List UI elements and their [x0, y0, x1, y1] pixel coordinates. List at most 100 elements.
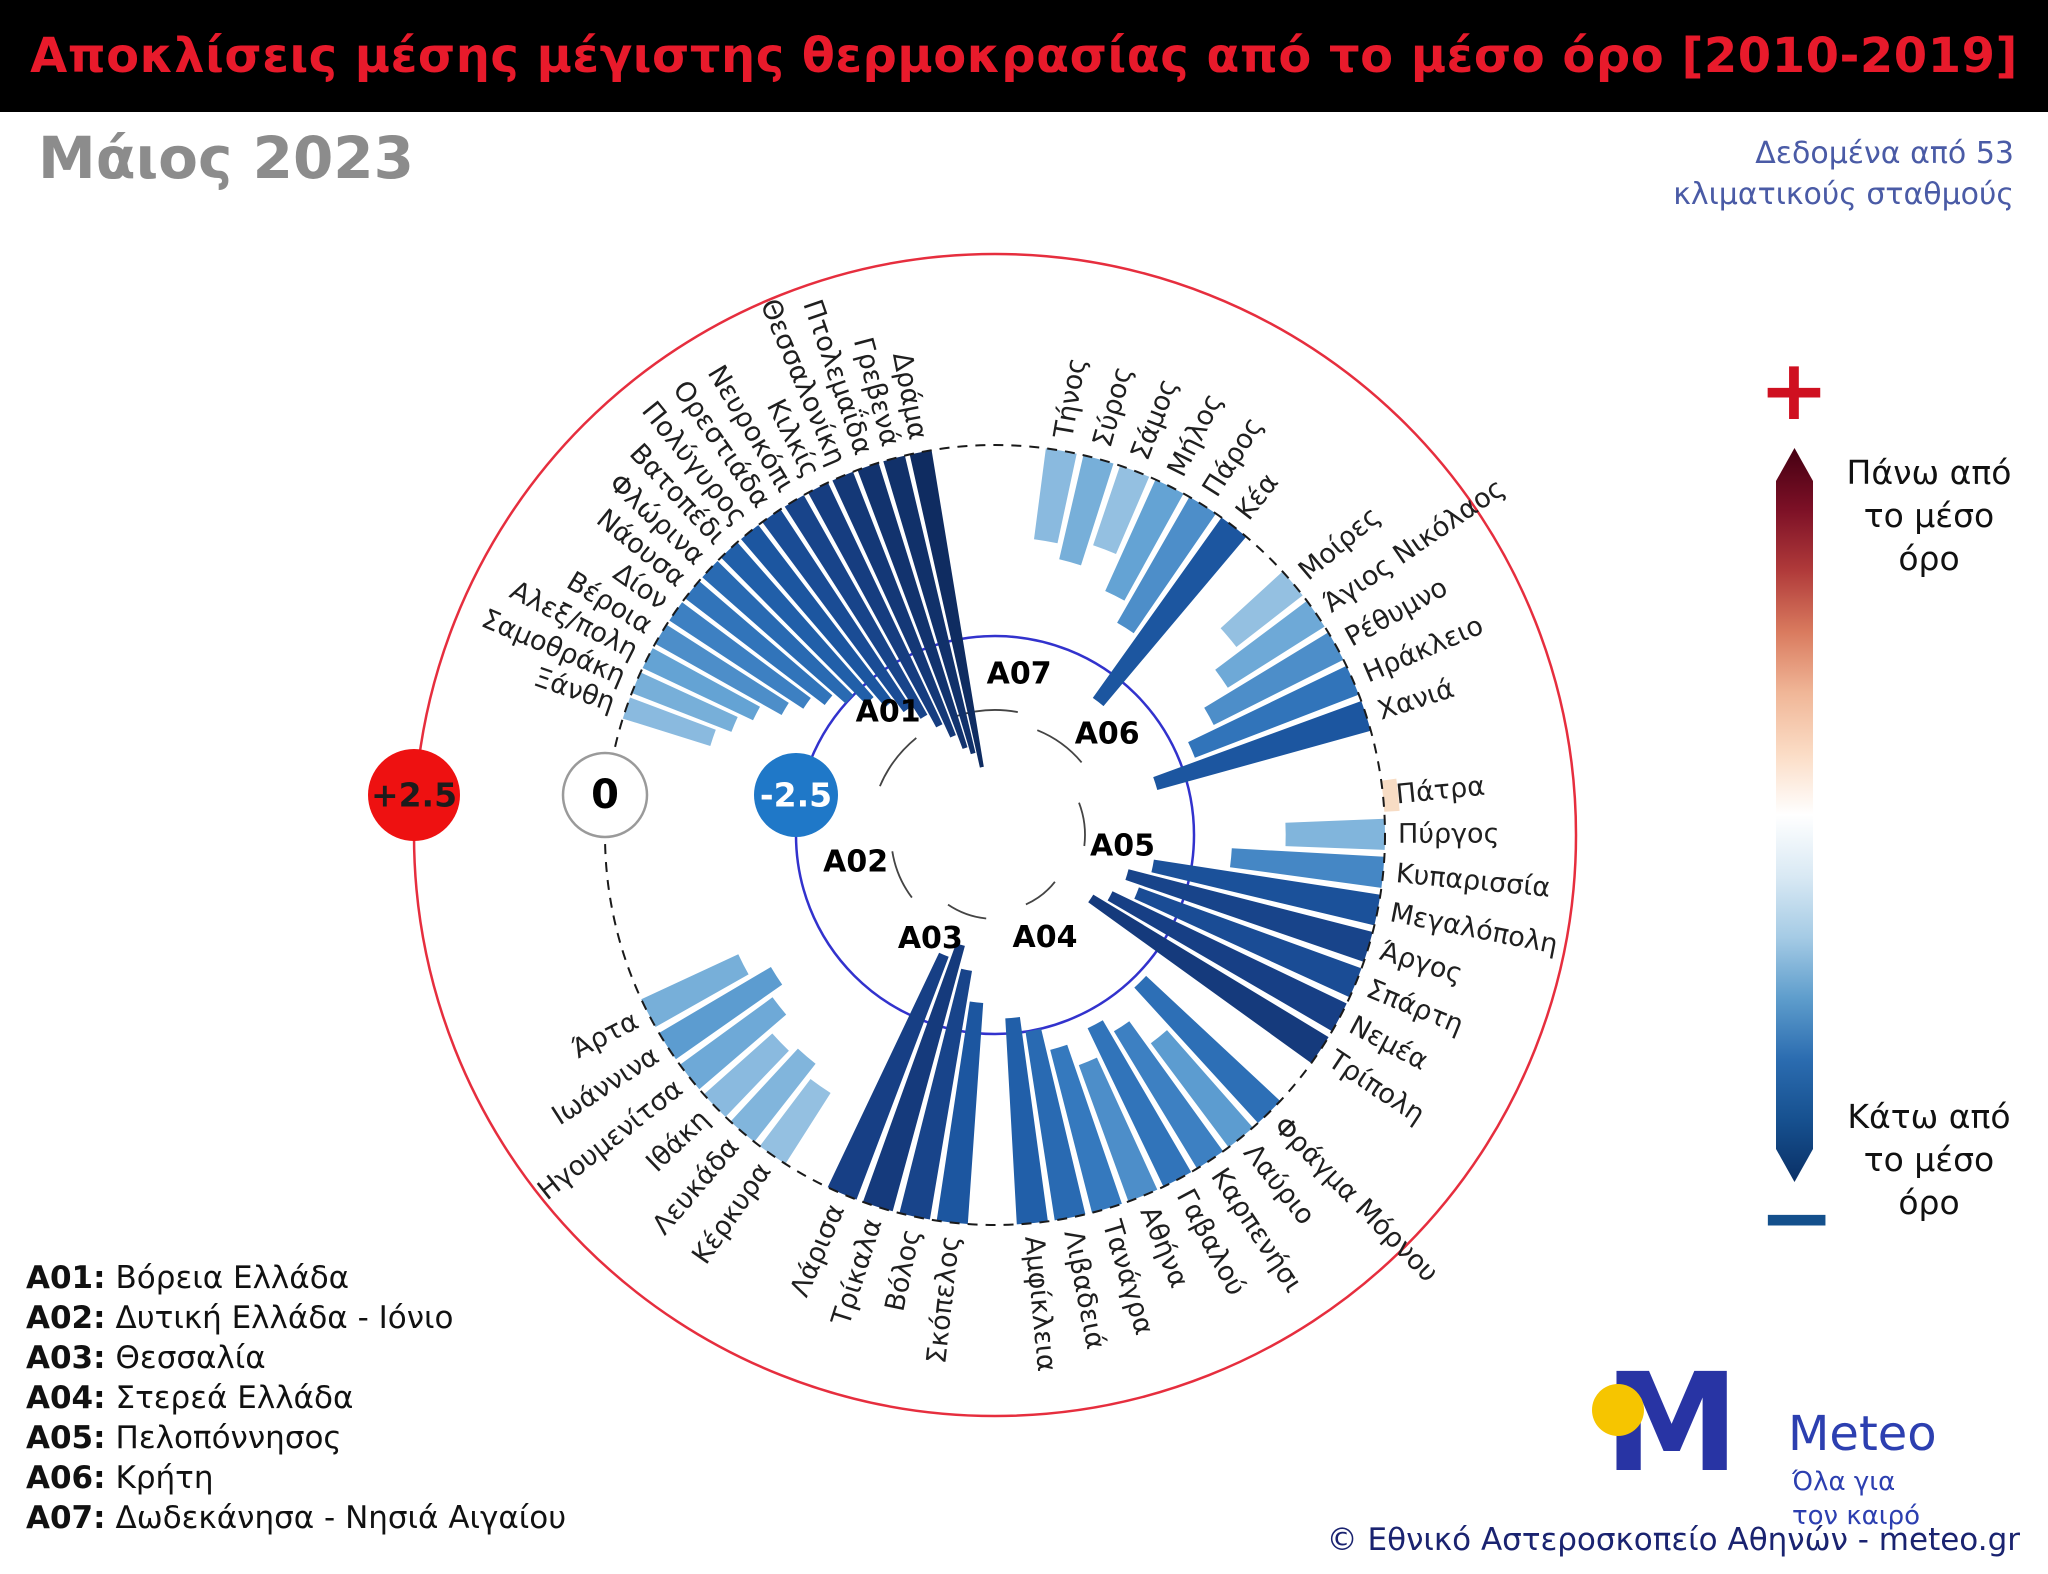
legend-name: Δωδεκάνησα - Νησιά Αιγαίου — [115, 1500, 567, 1536]
group-label: A02 — [823, 845, 888, 880]
scale-marker — [561, 751, 649, 839]
station-bar — [1005, 1017, 1048, 1225]
group-arc — [879, 737, 917, 787]
station-bar — [1285, 818, 1386, 850]
legend-code: A02: — [26, 1300, 106, 1336]
station-label: Πάτρα — [1394, 771, 1486, 811]
station-bar — [702, 561, 854, 704]
group-label: A03 — [898, 921, 963, 956]
group-label: A01 — [856, 695, 921, 730]
legend-code: A07: — [26, 1500, 106, 1536]
legend-code: A04: — [26, 1380, 106, 1416]
station-bar — [808, 482, 943, 728]
group-arc — [1036, 729, 1083, 763]
station-bar — [784, 495, 928, 719]
station-bar — [1088, 894, 1329, 1064]
legend-item: A04: Στερεά Ελλάδα — [26, 1378, 566, 1418]
colorbar-below-label: Κάτω από το μέσο όρο — [1847, 1097, 2011, 1222]
colorbar-minus-sign: − — [1758, 1164, 1836, 1271]
station-bar — [883, 455, 976, 755]
station-label: Βόλος — [880, 1226, 928, 1314]
legend-name: Θεσσαλία — [115, 1340, 266, 1376]
group-arc — [1025, 881, 1056, 906]
title-bar: Αποκλίσεις μέσης μέγιστης θερμοκρασίας α… — [0, 0, 2048, 112]
group-label: A06 — [1075, 717, 1140, 752]
legend-code: A01: — [26, 1260, 106, 1296]
station-label: Κυπαρισσία — [1395, 858, 1552, 904]
scale-marker-label: 0 — [591, 772, 619, 818]
meteo-logo-dot-icon — [1592, 1384, 1644, 1436]
station-bar — [1050, 1044, 1122, 1213]
station-bar — [655, 624, 789, 715]
legend-code: A06: — [26, 1460, 106, 1496]
group-label: A05 — [1090, 829, 1155, 864]
station-bar — [936, 1001, 984, 1224]
legend-name: Πελοπόννησος — [115, 1420, 342, 1456]
group-label: A04 — [1013, 920, 1078, 955]
legend-code: A03: — [26, 1340, 106, 1376]
station-bar — [659, 967, 783, 1060]
group-label: A07 — [987, 656, 1052, 691]
station-bar — [1078, 1057, 1158, 1202]
legend-name: Στερεά Ελλάδα — [115, 1380, 354, 1416]
station-bar — [762, 509, 911, 713]
legend-item: A05: Πελοπόννησος — [26, 1418, 566, 1458]
station-bar — [669, 602, 811, 709]
station-bar — [1093, 465, 1150, 554]
station-label: Τήνος — [1048, 355, 1093, 441]
meteo-tagline: Όλα για τον καιρό — [1792, 1467, 1921, 1531]
station-bar — [1125, 869, 1373, 962]
station-bar — [679, 997, 787, 1090]
station-bar — [1117, 496, 1216, 634]
legend-code: A05: — [26, 1420, 106, 1456]
station-bar — [641, 954, 749, 1027]
station-bar — [1153, 701, 1371, 790]
station-bar — [1105, 479, 1184, 601]
station-bar — [1230, 848, 1385, 888]
colorbar-gradient — [1776, 448, 1813, 1182]
station-bar — [1087, 1020, 1192, 1187]
station-bar — [642, 648, 760, 721]
station-bar — [832, 471, 956, 738]
station-bar — [1034, 448, 1077, 544]
station-bar — [759, 1079, 831, 1164]
station-bar — [899, 968, 972, 1220]
copyright-note: © Εθνικό Αστεροσκοπείο Αθηνών - meteo.gr — [1326, 1522, 2020, 1558]
station-bar — [1204, 632, 1344, 725]
scale-marker-label: +2.5 — [371, 776, 457, 815]
station-label: Σκόπελος — [921, 1234, 966, 1365]
legend-item: A02: Δυτική Ελλάδα - Ιόνιο — [26, 1298, 566, 1338]
region-legend: A01: Βόρεια Ελλάδα A02: Δυτική Ελλάδα - Ιό… — [26, 1258, 566, 1538]
group-arc — [947, 903, 987, 920]
station-bar — [631, 672, 738, 732]
legend-name: Κρήτη — [115, 1460, 214, 1496]
colorbar-plus-sign: + — [1758, 341, 1830, 439]
station-bar — [1381, 778, 1400, 812]
group-arc — [891, 851, 913, 899]
legend-item: A07: Δωδεκάνησα - Νησιά Αιγαίου — [26, 1498, 566, 1538]
page-title: Αποκλίσεις μέσης μέγιστης θερμοκρασίας α… — [30, 28, 2018, 84]
scale-marker-label: -2.5 — [760, 776, 832, 815]
station-bar — [1150, 1030, 1253, 1148]
station-bar — [1107, 891, 1347, 1032]
colorbar-above-label: Πάνω από το μέσο όρο — [1846, 453, 2012, 578]
station-bar — [721, 542, 874, 705]
station-bar — [622, 697, 716, 746]
station-bar — [1151, 859, 1381, 926]
station-bar — [862, 943, 965, 1212]
station-bar — [1134, 887, 1362, 998]
legend-item: A01: Βόρεια Ελλάδα — [26, 1258, 566, 1298]
station-bar — [703, 1033, 789, 1117]
station-bar — [1188, 665, 1359, 758]
group-arc — [1078, 802, 1086, 847]
scale-marker — [754, 753, 838, 837]
station-bar — [1025, 1028, 1086, 1221]
station-bar — [741, 525, 893, 708]
legend-item: A06: Κρήτη — [26, 1458, 566, 1498]
station-bar — [730, 1048, 816, 1142]
station-bar — [1059, 455, 1114, 566]
legend-item: A03: Θεσσαλία — [26, 1338, 566, 1378]
station-bar — [1113, 1021, 1224, 1169]
